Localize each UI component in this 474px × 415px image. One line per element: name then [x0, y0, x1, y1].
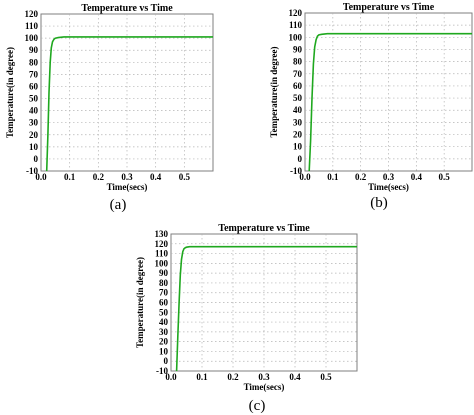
plot-area	[304, 12, 473, 172]
y-axis-label: Temperature(in degree)	[5, 47, 15, 138]
x-axis-label: Time(secs)	[244, 382, 285, 392]
x-tick-label: 0.1	[64, 172, 76, 182]
y-tick-label: 100	[289, 32, 303, 42]
y-tick-label: 20	[159, 337, 169, 347]
y-tick-label: 20	[293, 130, 303, 140]
series-line	[45, 36, 213, 172]
y-tick-label: 60	[159, 298, 169, 308]
x-tick-label: 0.3	[258, 372, 270, 382]
y-tick-label: 110	[25, 21, 39, 31]
y-tick-label: 40	[29, 106, 39, 116]
x-tick-label: 0.0	[35, 172, 47, 182]
x-tick-label: 0.0	[299, 172, 311, 182]
y-tick-label: 10	[293, 142, 303, 152]
x-tick-label: 0.3	[383, 172, 395, 182]
chart-title: Temperature vs Time	[218, 223, 310, 234]
x-axis-label: Time(secs)	[368, 182, 409, 192]
y-tick-label: 40	[159, 317, 169, 327]
y-tick-label: 70	[293, 69, 303, 79]
figure-caption: (b)	[370, 195, 388, 211]
figure-caption: (c)	[249, 398, 266, 414]
y-tick-label: 0	[34, 154, 39, 164]
y-tick-label: 20	[29, 130, 39, 140]
y-tick-label: 70	[159, 288, 169, 298]
y-tick-label: 0	[164, 356, 169, 366]
plot-area	[40, 13, 214, 172]
y-tick-label: 0	[298, 154, 303, 164]
chart-title: Temperature vs Time	[81, 3, 173, 14]
x-tick-label: 0.5	[179, 172, 191, 182]
chart-2: 0.0 0.1 0.2 0.3 0.4 0.5 -10 0 10 20 30 40 50 60 70 80 90…	[269, 2, 473, 211]
figure-caption: (a)	[110, 197, 127, 213]
y-tick-label: 30	[159, 327, 169, 337]
y-tick-label: 70	[29, 69, 39, 79]
y-tick-label: 120	[289, 8, 303, 18]
y-tick-label: -10	[156, 366, 168, 376]
y-tick-label: 50	[293, 93, 303, 103]
y-tick-label: 110	[155, 249, 169, 259]
y-tick-label: 130	[155, 229, 169, 239]
x-tick-label: 0.4	[150, 172, 162, 182]
y-tick-label: 10	[29, 142, 39, 152]
y-tick-label: 120	[155, 239, 169, 249]
y-tick-label: 80	[159, 278, 169, 288]
y-tick-label: 90	[159, 268, 169, 278]
x-tick-label: 0.1	[196, 372, 208, 382]
y-tick-label: 80	[293, 57, 303, 67]
y-tick-label: 30	[29, 118, 39, 128]
x-tick-label: 0.5	[320, 372, 332, 382]
y-tick-label: 50	[29, 94, 39, 104]
y-axis-label: Temperature(in degree)	[269, 46, 279, 137]
x-tick-label: 0.4	[289, 372, 301, 382]
x-tick-label: 0.2	[227, 372, 239, 382]
chart-title: Temperature vs Time	[343, 2, 435, 13]
y-tick-label: 100	[25, 33, 39, 43]
y-tick-label: 80	[29, 57, 39, 67]
x-tick-label: 0.3	[121, 172, 133, 182]
y-tick-label: 50	[159, 307, 169, 317]
y-tick-label: 90	[293, 44, 303, 54]
series-line	[175, 245, 357, 372]
y-tick-label: -10	[26, 166, 38, 176]
x-tick-label: 0.2	[355, 172, 367, 182]
y-tick-label: 110	[289, 20, 303, 30]
y-tick-label: 90	[29, 45, 39, 55]
x-axis-label: Time(secs)	[107, 182, 148, 192]
x-tick-label: 0.1	[327, 172, 339, 182]
y-tick-label: 120	[25, 9, 39, 19]
y-tick-label: 100	[155, 258, 169, 268]
x-tick-label: 0.4	[411, 172, 423, 182]
y-tick-label: 60	[293, 81, 303, 91]
series-line	[308, 32, 472, 172]
chart-3: 0.0 0.1 0.2 0.3 0.4 0.5 -100102030405060708090…	[135, 223, 358, 414]
chart-1: 0.0 0.1 0.2 0.3 0.4 0.5 -10 0 10 20 30 40 50 60 70 80 90…	[5, 3, 214, 213]
y-tick-label: 10	[159, 346, 169, 356]
y-tick-label: 60	[29, 81, 39, 91]
x-tick-label: 0.5	[439, 172, 451, 182]
y-tick-label: 30	[293, 117, 303, 127]
y-tick-label: -10	[290, 166, 302, 176]
x-tick-label: 0.0	[165, 372, 177, 382]
x-tick-label: 0.2	[93, 172, 105, 182]
y-tick-label: 40	[293, 105, 303, 115]
y-axis-label: Temperature(in degree)	[135, 257, 145, 348]
